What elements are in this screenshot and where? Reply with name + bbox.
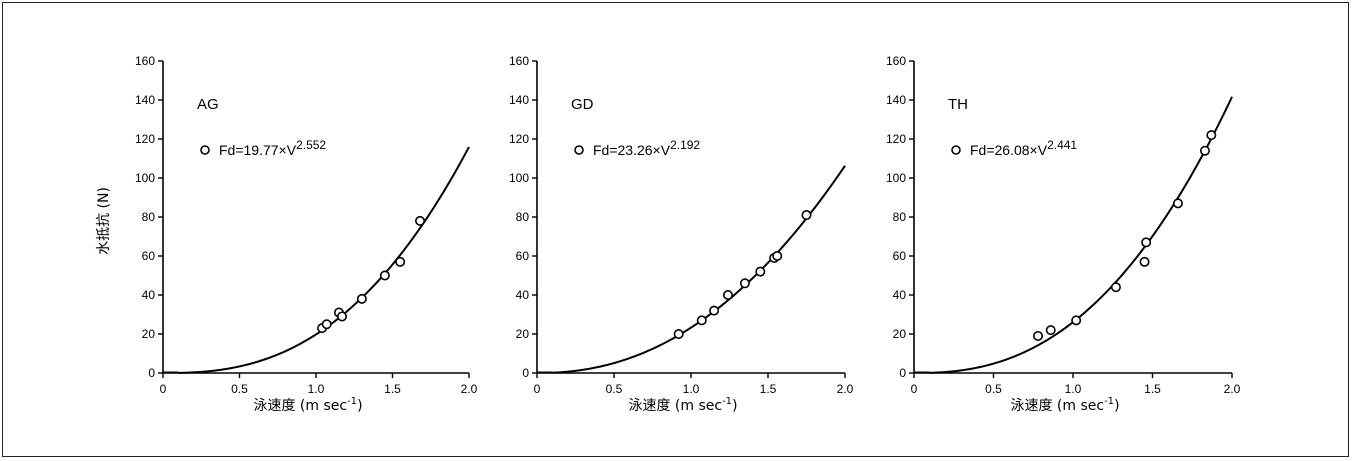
y-tick-label: 140 bbox=[135, 93, 155, 107]
x-tick-label: 0 bbox=[534, 382, 541, 396]
data-point bbox=[1199, 145, 1210, 156]
data-point bbox=[801, 210, 812, 221]
y-tick-label: 120 bbox=[135, 132, 155, 146]
data-point bbox=[1045, 325, 1056, 336]
y-tick-label: 20 bbox=[142, 327, 156, 341]
y-axis-label: 水抵抗 (N) bbox=[96, 187, 112, 255]
data-point bbox=[696, 315, 707, 326]
data-point bbox=[1139, 256, 1150, 267]
y-tick-label: 160 bbox=[135, 54, 155, 68]
fit-equation: Fd=26.08×V2.441 bbox=[970, 138, 1077, 158]
y-tick-label: 0 bbox=[899, 366, 906, 380]
y-tick-label: 140 bbox=[509, 93, 529, 107]
y-tick-label: 80 bbox=[893, 210, 907, 224]
x-tick-label: 0 bbox=[160, 382, 167, 396]
x-tick-label: 0 bbox=[911, 382, 918, 396]
y-tick-label: 60 bbox=[142, 249, 156, 263]
fit-curve bbox=[178, 146, 470, 374]
data-point bbox=[739, 278, 750, 289]
data-point bbox=[1033, 330, 1044, 341]
legend-marker bbox=[200, 145, 210, 155]
fit-equation: Fd=19.77×V2.552 bbox=[219, 138, 326, 158]
fit-curve bbox=[929, 96, 1233, 374]
y-tick-label: 0 bbox=[148, 366, 155, 380]
data-point bbox=[1110, 282, 1121, 293]
panel-label: TH bbox=[948, 96, 968, 113]
y-tick-label: 160 bbox=[886, 54, 906, 68]
data-point bbox=[1141, 237, 1152, 248]
data-point bbox=[1172, 198, 1183, 209]
panel-ag: 0 20 40 60 80 100 120 140 160 0 0.5 1.0 1.5 2.0 AG Fd=1… bbox=[96, 54, 478, 414]
panel-label: AG bbox=[197, 96, 219, 113]
x-axis-label: 泳速度 (m sec-1) bbox=[253, 396, 362, 414]
y-tick-label: 20 bbox=[893, 327, 907, 341]
fit-curve bbox=[552, 165, 846, 374]
y-tick-label: 40 bbox=[893, 288, 907, 302]
x-tick-label: 1.0 bbox=[1065, 382, 1082, 396]
x-tick-label: 1.5 bbox=[384, 382, 401, 396]
y-tick-label: 120 bbox=[886, 132, 906, 146]
data-point bbox=[337, 311, 348, 322]
panel-th: 0 20 40 60 80 100 120 140 160 0 0.5 1.0 1.5 2.0 TH Fd=2… bbox=[886, 54, 1241, 414]
data-point bbox=[1071, 315, 1082, 326]
x-tick-label: 0.5 bbox=[231, 382, 248, 396]
data-point bbox=[755, 266, 766, 277]
x-tick-label: 2.0 bbox=[837, 382, 854, 396]
y-tick-label: 120 bbox=[509, 132, 529, 146]
panel-gd: 0 20 40 60 80 100 120 140 160 0 0.5 1.0 1.5 2.0 GD Fd=2… bbox=[509, 54, 854, 414]
data-point bbox=[379, 270, 390, 281]
data-point bbox=[395, 256, 406, 267]
x-tick-label: 2.0 bbox=[1224, 382, 1241, 396]
data-point bbox=[356, 293, 367, 304]
legend-marker bbox=[574, 145, 584, 155]
panel-label: GD bbox=[571, 96, 594, 113]
y-tick-label: 100 bbox=[886, 171, 906, 185]
x-tick-label: 1.5 bbox=[1144, 382, 1161, 396]
data-point bbox=[772, 251, 783, 262]
y-tick-label: 40 bbox=[516, 288, 530, 302]
x-tick-label: 1.0 bbox=[308, 382, 325, 396]
x-axis-label: 泳速度 (m sec-1) bbox=[1010, 396, 1119, 414]
y-tick-label: 60 bbox=[893, 249, 907, 263]
y-tick-label: 140 bbox=[886, 93, 906, 107]
x-axis-label: 泳速度 (m sec-1) bbox=[628, 396, 737, 414]
y-tick-label: 80 bbox=[142, 210, 156, 224]
x-tick-label: 0.5 bbox=[606, 382, 623, 396]
x-tick-label: 1.5 bbox=[760, 382, 777, 396]
fit-equation: Fd=23.26×V2.192 bbox=[593, 138, 700, 158]
y-tick-label: 20 bbox=[516, 327, 530, 341]
y-tick-label: 60 bbox=[516, 249, 530, 263]
legend-marker bbox=[951, 145, 961, 155]
x-tick-label: 2.0 bbox=[461, 382, 478, 396]
data-point bbox=[1206, 130, 1217, 141]
y-tick-label: 100 bbox=[135, 171, 155, 185]
data-point bbox=[722, 289, 733, 300]
data-point bbox=[673, 328, 684, 339]
x-tick-label: 1.0 bbox=[683, 382, 700, 396]
data-point bbox=[415, 215, 426, 226]
y-tick-label: 160 bbox=[509, 54, 529, 68]
y-tick-label: 40 bbox=[142, 288, 156, 302]
y-tick-label: 0 bbox=[522, 366, 529, 380]
y-tick-label: 80 bbox=[516, 210, 530, 224]
x-tick-label: 0.5 bbox=[985, 382, 1002, 396]
data-point bbox=[321, 319, 332, 330]
y-tick-label: 100 bbox=[509, 171, 529, 185]
data-point bbox=[709, 305, 720, 316]
